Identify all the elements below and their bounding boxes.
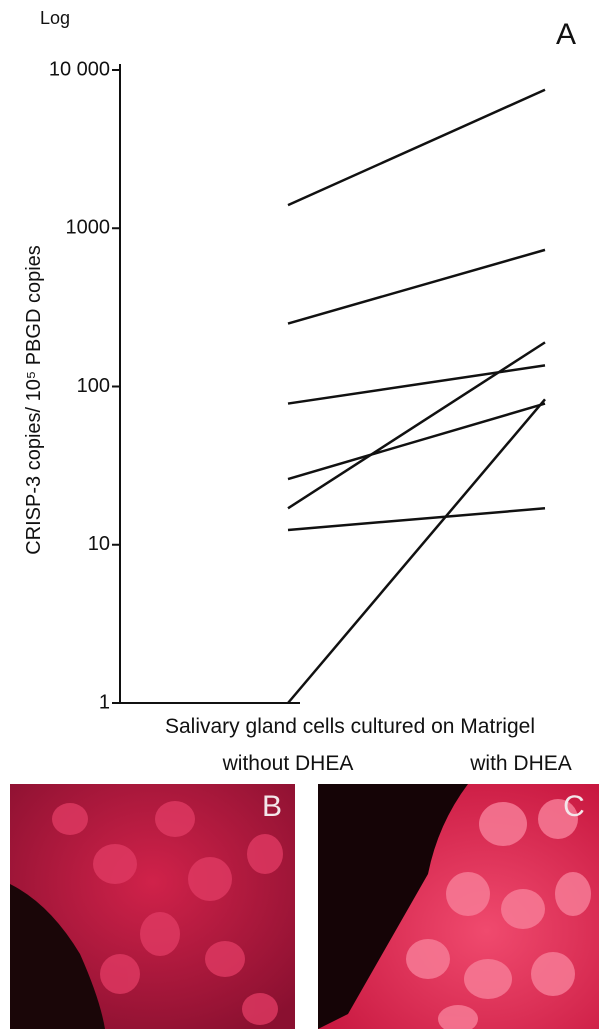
panel-label: A: [556, 18, 576, 51]
y-axis-label: CRISP-3 copies/ 10⁵ PBGD copies: [23, 245, 45, 555]
series-line: [288, 90, 545, 205]
y-tick-label: 100: [77, 375, 110, 397]
x-category-label: with DHEA: [469, 752, 572, 775]
series-line: [288, 250, 545, 324]
image-b: B: [10, 784, 295, 1029]
figure: Log A CRISP-3 copies/ 10⁵ PBGD copies Sa…: [0, 0, 599, 1029]
log-label: Log: [40, 8, 70, 28]
y-tick-label: 10 000: [49, 58, 110, 80]
panel-label: B: [262, 790, 282, 823]
series-line: [288, 342, 545, 508]
x-axis-label: Salivary gland cells cultured on Matrige…: [165, 715, 535, 738]
x-category-label: without DHEA: [222, 752, 354, 775]
y-tick-label: 1000: [66, 217, 111, 239]
y-tick-label: 1: [99, 691, 110, 713]
micrograph-c: C: [318, 784, 599, 1029]
y-tick-label: 10: [88, 533, 110, 555]
chart: Log A CRISP-3 copies/ 10⁵ PBGD copies Sa…: [0, 0, 599, 780]
panel-label: C: [563, 790, 585, 823]
series-line: [288, 399, 545, 703]
micrograph-b: B: [10, 784, 295, 1029]
series-line: [288, 365, 545, 403]
series-line: [288, 404, 545, 480]
series-line: [288, 508, 545, 530]
image-c: C: [318, 784, 599, 1029]
